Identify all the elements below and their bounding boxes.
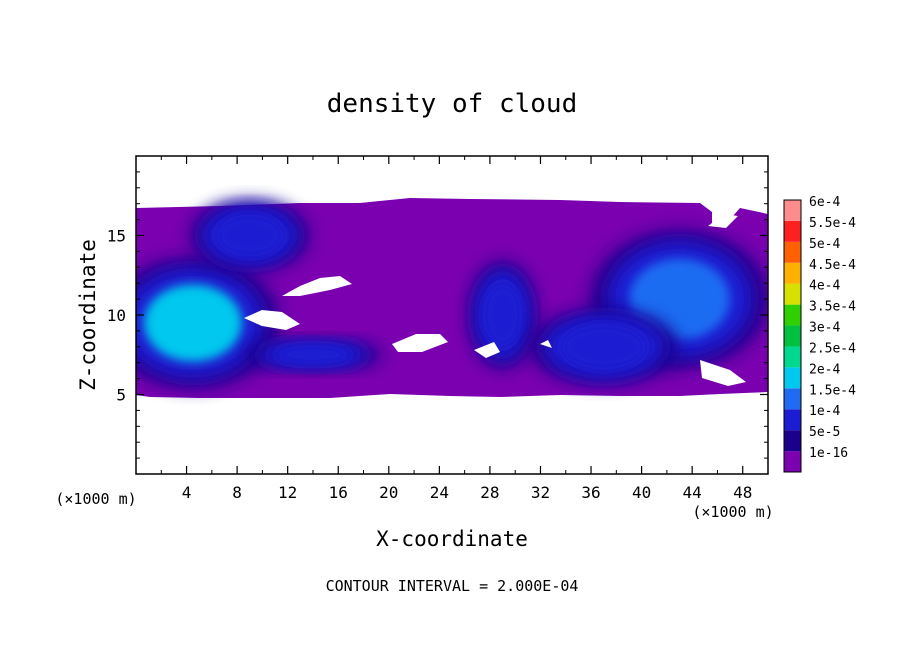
cloud-core-peak-3 — [482, 283, 523, 347]
colorbar: 1e-16 5e-5 1e-4 1.5e-4 2e-4 2.5e-4 3e-4 3.5e-4 4… — [783, 195, 856, 473]
colorbar-swatch-7 — [784, 304, 801, 326]
y-tick-label-1: 10 — [107, 306, 126, 325]
x-tick-label-10: 44 — [683, 483, 702, 502]
colorbar-frame — [783, 199, 802, 473]
colorbar-swatch-12 — [784, 200, 801, 221]
colorbar-swatch-4 — [784, 367, 801, 389]
colorbar-swatch-6 — [784, 325, 801, 347]
cloud-core-peak-5 — [274, 344, 352, 365]
colorbar-swatch-3 — [784, 388, 801, 410]
colorbar-swatch-0 — [784, 451, 801, 472]
cloud-field — [136, 198, 768, 398]
colorbar-swatch-5 — [784, 346, 801, 368]
x-tick-label-8: 36 — [581, 483, 600, 502]
colorbar-swatch-8 — [784, 283, 801, 305]
y-axis-unit: (×1000 m) — [55, 490, 136, 508]
colorbar-label-2: 1e-4 — [809, 404, 840, 419]
x-tick-label-11: 48 — [733, 483, 752, 502]
x-axis-ticks: 4 8 12 16 20 24 28 32 36 40 44 48 — [160, 156, 752, 502]
colorbar-label-10: 5e-4 — [809, 237, 840, 252]
colorbar-swatch-1 — [784, 430, 801, 452]
colorbar-swatch-9 — [784, 262, 801, 284]
colorbar-swatch-11 — [784, 220, 801, 242]
x-tick-label-6: 28 — [480, 483, 499, 502]
colorbar-label-11: 5.5e-4 — [809, 216, 856, 231]
colorbar-label-9: 4.5e-4 — [809, 258, 856, 273]
x-tick-label-0: 4 — [182, 483, 192, 502]
x-tick-label-3: 16 — [329, 483, 348, 502]
colorbar-label-0: 1e-16 — [809, 446, 848, 461]
y-tick-label-0: 5 — [116, 386, 126, 405]
clear-air-gaps — [244, 214, 746, 386]
x-tick-label-5: 24 — [430, 483, 449, 502]
x-tick-label-7: 32 — [531, 483, 550, 502]
chart-title: density of cloud — [327, 89, 577, 119]
colorbar-label-4: 2e-4 — [809, 362, 840, 377]
y-axis-ticks: 5 10 15 — [107, 171, 768, 459]
colorbar-label-7: 3.5e-4 — [809, 300, 856, 315]
x-tick-label-1: 8 — [232, 483, 242, 502]
colorbar-swatch-2 — [784, 409, 801, 431]
x-axis-unit: (×1000 m) — [692, 503, 773, 521]
colorbar-label-12: 6e-4 — [809, 195, 840, 210]
colorbar-label-8: 4e-4 — [809, 279, 840, 294]
y-axis-label: Z-coordinate — [76, 239, 100, 391]
cloud-core-peak-4 — [561, 324, 646, 370]
colorbar-label-6: 3e-4 — [809, 321, 840, 336]
x-axis-label: X-coordinate — [376, 527, 528, 551]
x-tick-label-2: 12 — [278, 483, 297, 502]
colorbar-swatch-10 — [784, 241, 801, 263]
x-tick-label-9: 40 — [632, 483, 651, 502]
colorbar-label-5: 2.5e-4 — [809, 341, 856, 356]
cloud-core-peak-0 — [143, 284, 242, 362]
y-tick-label-2: 15 — [107, 227, 126, 246]
cloud-core-peak-1 — [216, 214, 284, 257]
colorbar-label-1: 5e-5 — [809, 425, 840, 440]
colorbar-label-3: 1.5e-4 — [809, 383, 856, 398]
x-tick-label-4: 20 — [379, 483, 398, 502]
cloud-cores — [136, 199, 768, 389]
contour-interval-note: CONTOUR INTERVAL = 2.000E-04 — [326, 577, 579, 595]
